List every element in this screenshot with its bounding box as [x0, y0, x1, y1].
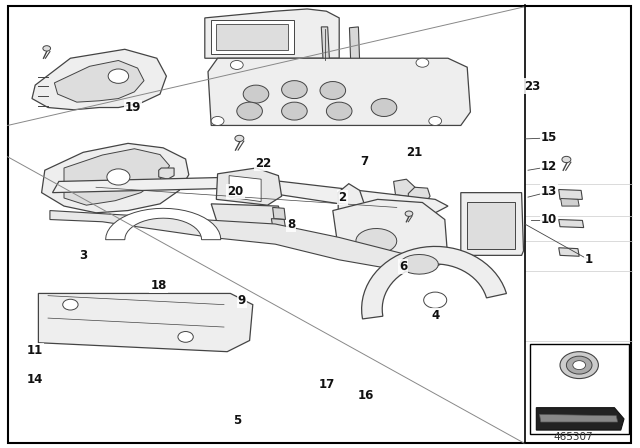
- Polygon shape: [64, 149, 170, 205]
- Bar: [211, 20, 294, 54]
- Polygon shape: [205, 9, 339, 58]
- Text: 1: 1: [585, 253, 593, 267]
- Polygon shape: [321, 27, 330, 63]
- Polygon shape: [333, 199, 448, 270]
- Text: 12: 12: [541, 160, 557, 173]
- Text: 4: 4: [431, 309, 439, 323]
- Text: 3: 3: [79, 249, 87, 262]
- Ellipse shape: [282, 81, 307, 99]
- Polygon shape: [42, 143, 189, 213]
- Circle shape: [562, 156, 571, 163]
- Text: 19: 19: [125, 101, 141, 114]
- Circle shape: [211, 116, 224, 125]
- Polygon shape: [349, 27, 360, 63]
- Bar: [467, 202, 515, 249]
- Polygon shape: [38, 293, 253, 352]
- Polygon shape: [163, 179, 173, 186]
- Circle shape: [230, 60, 243, 69]
- Ellipse shape: [243, 85, 269, 103]
- Circle shape: [560, 352, 598, 379]
- Ellipse shape: [371, 99, 397, 116]
- Text: 16: 16: [358, 388, 374, 402]
- Polygon shape: [32, 49, 166, 110]
- Ellipse shape: [237, 102, 262, 120]
- Polygon shape: [52, 177, 448, 213]
- Circle shape: [424, 292, 447, 308]
- Text: 9: 9: [238, 293, 246, 307]
- Text: 18: 18: [150, 279, 167, 293]
- Polygon shape: [211, 204, 282, 229]
- Text: 6: 6: [399, 260, 407, 273]
- Circle shape: [107, 169, 130, 185]
- Circle shape: [43, 46, 51, 51]
- Polygon shape: [362, 246, 506, 319]
- Polygon shape: [271, 219, 285, 228]
- Polygon shape: [461, 193, 524, 255]
- Bar: [216, 24, 288, 50]
- Polygon shape: [54, 60, 144, 102]
- Polygon shape: [106, 208, 221, 240]
- Polygon shape: [229, 176, 261, 202]
- Text: 14: 14: [27, 373, 44, 387]
- Polygon shape: [394, 179, 416, 197]
- Text: 23: 23: [524, 79, 541, 93]
- Circle shape: [235, 135, 244, 142]
- Circle shape: [178, 332, 193, 342]
- Ellipse shape: [282, 102, 307, 120]
- Polygon shape: [216, 168, 282, 205]
- Text: 5: 5: [233, 414, 241, 427]
- Polygon shape: [536, 408, 624, 430]
- Text: 11: 11: [27, 344, 44, 357]
- Circle shape: [566, 356, 592, 374]
- Circle shape: [573, 361, 586, 370]
- Text: 465307: 465307: [553, 432, 593, 442]
- Text: 2: 2: [339, 190, 346, 204]
- Ellipse shape: [320, 82, 346, 99]
- Polygon shape: [559, 220, 584, 228]
- Bar: [530, 344, 629, 434]
- Polygon shape: [408, 187, 430, 202]
- Ellipse shape: [326, 102, 352, 120]
- Text: 7: 7: [361, 155, 369, 168]
- Polygon shape: [540, 414, 618, 422]
- Polygon shape: [159, 168, 174, 179]
- Polygon shape: [561, 198, 579, 206]
- Text: 22: 22: [255, 157, 272, 170]
- Polygon shape: [208, 58, 470, 125]
- Text: 15: 15: [541, 131, 557, 145]
- Polygon shape: [400, 254, 438, 274]
- Circle shape: [405, 211, 413, 216]
- Text: 8: 8: [287, 217, 295, 231]
- Text: 20: 20: [227, 185, 244, 198]
- Text: 10: 10: [541, 213, 557, 226]
- Polygon shape: [559, 190, 582, 199]
- Text: 17: 17: [318, 378, 335, 391]
- Polygon shape: [50, 211, 435, 273]
- Text: 21: 21: [406, 146, 423, 159]
- Polygon shape: [559, 248, 579, 256]
- Polygon shape: [356, 228, 397, 254]
- Polygon shape: [273, 207, 285, 220]
- Text: 13: 13: [541, 185, 557, 198]
- Circle shape: [416, 58, 429, 67]
- Polygon shape: [338, 184, 368, 260]
- Circle shape: [429, 116, 442, 125]
- Circle shape: [108, 69, 129, 83]
- Circle shape: [63, 299, 78, 310]
